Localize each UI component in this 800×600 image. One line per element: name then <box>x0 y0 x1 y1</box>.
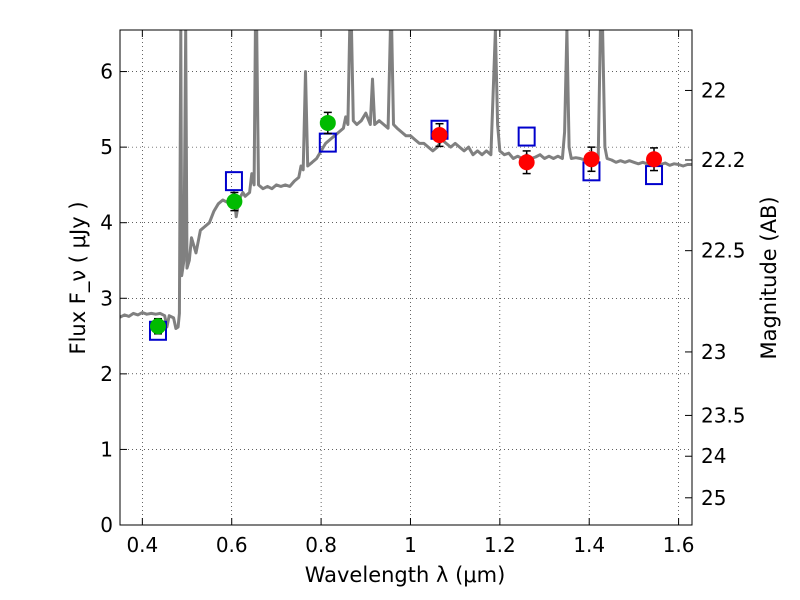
axis-ticks <box>120 30 692 526</box>
model-photometry-boxes <box>148 119 664 341</box>
grid <box>120 30 692 526</box>
x-tick-label: 0.8 <box>305 533 337 557</box>
x-axis-title: Wavelength λ (μm) <box>305 563 506 587</box>
right-tick-label: 23.5 <box>701 403 746 427</box>
x-tick-label: 1 <box>404 533 417 557</box>
model-photometry-box <box>224 171 243 192</box>
y-tick-label: 3 <box>100 286 113 310</box>
model-photometry-box <box>517 126 536 147</box>
model-spectrum-line <box>120 30 692 330</box>
observed-photometry-points <box>149 111 663 335</box>
plot-frame <box>119 29 693 526</box>
observed-photometry-point <box>646 151 663 168</box>
x-tick-label: 0.4 <box>126 533 158 557</box>
right-tick-label: 22.2 <box>701 148 746 172</box>
axis-tick-labels: 0.4 0.6 0.8 1 1.2 1.4 1.601234562222.222.52323… <box>100 60 745 557</box>
y-tick-label: 4 <box>100 211 113 235</box>
right-tick-label: 22 <box>701 78 726 102</box>
right-tick-label: 22.5 <box>701 239 746 263</box>
observed-photometry-point <box>149 318 166 335</box>
x-tick-label: 1.4 <box>573 533 605 557</box>
right-tick-label: 25 <box>701 486 726 510</box>
y-tick-label: 1 <box>100 437 113 461</box>
y-tick-label: 5 <box>100 135 113 159</box>
right-tick-label: 24 <box>701 444 726 468</box>
observed-photometry-point <box>226 193 243 210</box>
x-tick-label: 1.2 <box>484 533 516 557</box>
y-tick-label: 2 <box>100 362 113 386</box>
y-tick-label: 0 <box>100 513 113 537</box>
observed-photometry-point <box>583 151 600 168</box>
y-axis-right-title: Magnitude (AB) <box>757 196 781 359</box>
observed-photometry-point <box>319 114 336 131</box>
model-spectrum <box>120 30 692 330</box>
x-tick-label: 0.6 <box>216 533 248 557</box>
y-tick-label: 6 <box>100 60 113 84</box>
observed-photometry-point <box>431 127 448 144</box>
y-axis-title: Flux F_ν ( μJy ) <box>66 201 91 354</box>
right-tick-label: 23 <box>701 340 726 364</box>
observed-photometry-point <box>518 154 535 171</box>
x-tick-label: 1.6 <box>663 533 695 557</box>
